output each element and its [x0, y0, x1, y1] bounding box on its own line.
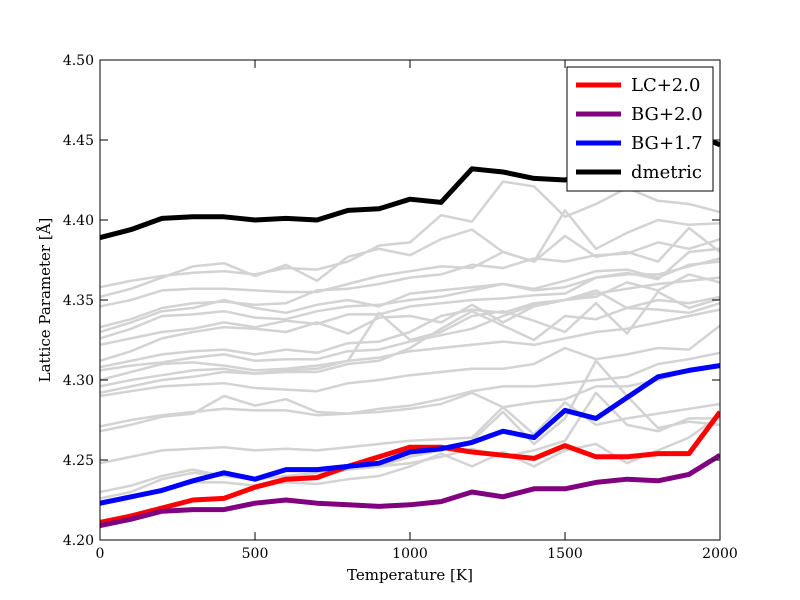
x-tick-label: 1000 [392, 546, 428, 562]
background-series-line-4 [100, 238, 720, 329]
legend-label-dmetric: dmetric [631, 162, 702, 183]
legend-label-lc-2-0: LC+2.0 [631, 75, 700, 96]
background-series-line-12 [100, 302, 720, 388]
y-tick-label: 4.50 [63, 53, 94, 69]
legend: LC+2.0 BG+2.0 BG+1.7 dmetric [566, 66, 714, 192]
x-tick-label: 0 [96, 546, 105, 562]
series-line-bg-2-0 [100, 453, 720, 529]
y-axis-ticks: 4.20 4.25 4.30 4.35 4.40 4.45 4.50 [63, 53, 720, 549]
y-tick-label: 4.25 [63, 453, 94, 469]
background-series-line-18 [100, 391, 720, 494]
y-tick-label: 4.30 [63, 373, 94, 389]
background-series-line-13 [100, 308, 720, 395]
legend-label-bg-2-0: BG+2.0 [631, 104, 703, 125]
y-axis-label: Lattice Parameter [Å] [36, 218, 54, 383]
x-tick-label: 2000 [702, 546, 738, 562]
background-series-line-14 [100, 324, 720, 398]
background-series-line-5 [100, 260, 720, 334]
background-series-line-11 [100, 290, 720, 382]
legend-label-bg-1-7: BG+1.7 [631, 133, 703, 154]
series-line-bg-1-7 [100, 363, 720, 506]
y-tick-label: 4.45 [63, 133, 94, 149]
background-series-line-2 [100, 209, 720, 299]
x-tick-label: 500 [242, 546, 269, 562]
y-tick-label: 4.20 [63, 533, 94, 549]
background-series-line-9 [100, 289, 720, 369]
background-series-line-7 [100, 247, 720, 347]
background-series-line-8 [100, 273, 720, 362]
x-axis-ticks: 0 500 1000 1500 2000 [96, 60, 738, 562]
background-series-line-15 [100, 351, 720, 428]
y-tick-label: 4.40 [63, 213, 94, 229]
x-axis-label: Temperature [K] [347, 566, 473, 584]
background-series-line-17 [100, 401, 720, 465]
background-series-line-16 [100, 362, 720, 433]
y-tick-label: 4.35 [63, 293, 94, 309]
background-series-line-10 [100, 276, 720, 372]
series-line-lc-2-0 [100, 410, 720, 525]
x-tick-label: 1500 [547, 546, 583, 562]
background-series-line-19 [100, 359, 720, 500]
background-series-line-1 [100, 180, 720, 289]
